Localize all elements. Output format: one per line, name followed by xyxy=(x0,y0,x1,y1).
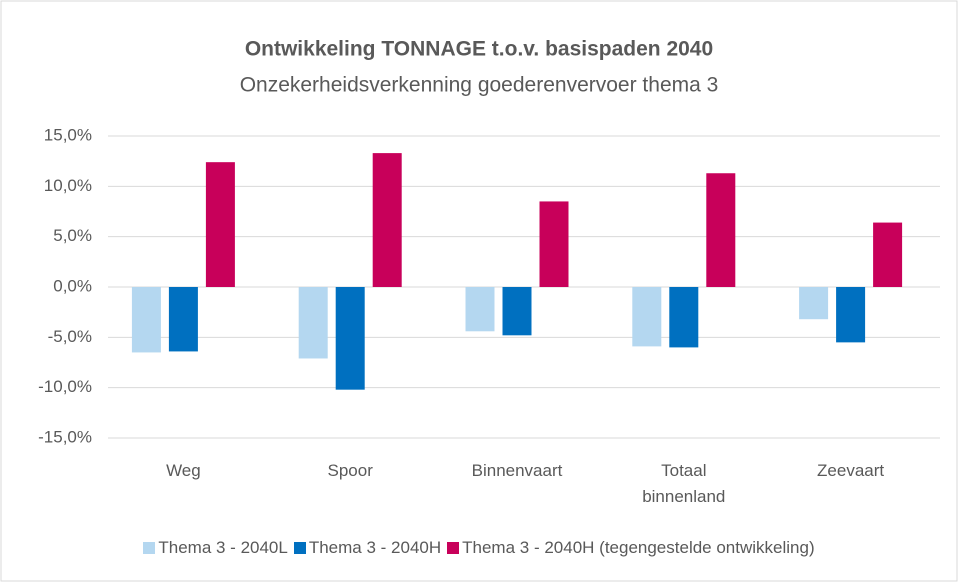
y-tick-label: 10,0% xyxy=(44,176,92,195)
y-tick-label: -15,0% xyxy=(38,427,92,446)
bar xyxy=(131,287,161,353)
x-tick-label: Totaal binnenland xyxy=(642,461,726,506)
legend-swatch xyxy=(143,542,156,554)
bar xyxy=(205,162,235,287)
bar xyxy=(539,201,569,287)
legend-label: Thema 3 - 2040L xyxy=(158,538,288,557)
bar xyxy=(632,287,662,347)
chart-subtitle: Onzekerheidsverkenning goederenvervoer t… xyxy=(240,74,719,97)
x-tick-label: Spoor xyxy=(327,461,373,480)
legend-item: Thema 3 - 2040L xyxy=(143,538,288,558)
x-tick-label: Zeevaart xyxy=(817,461,885,480)
legend-label: Thema 3 - 2040H (tegengestelde ontwikkel… xyxy=(462,538,815,557)
y-tick-label: -10,0% xyxy=(38,377,92,396)
bar xyxy=(298,287,328,359)
legend-item: Thema 3 - 2040H xyxy=(293,538,442,558)
chart-title: Ontwikkeling TONNAGE t.o.v. basispaden 2… xyxy=(245,38,713,61)
legend-item: Thema 3 - 2040H (tegengestelde ontwikkel… xyxy=(447,538,815,558)
x-tick-label: Binnenvaart xyxy=(471,461,563,480)
bar xyxy=(873,222,903,287)
legend: Thema 3 - 2040L Thema 3 - 2040H Thema 3 - … xyxy=(0,538,958,558)
bar xyxy=(372,153,402,287)
legend-swatch xyxy=(447,542,460,554)
legend-label: Thema 3 - 2040H xyxy=(308,538,442,557)
bar xyxy=(836,287,866,343)
legend-swatch xyxy=(293,542,306,554)
bar xyxy=(706,173,736,287)
x-tick-label: Weg xyxy=(166,461,201,480)
bar xyxy=(335,287,365,390)
bar xyxy=(465,287,495,332)
bar xyxy=(502,287,532,336)
bar xyxy=(669,287,699,348)
bar xyxy=(799,287,829,320)
y-tick-label: 5,0% xyxy=(53,226,92,245)
y-tick-label: 15,0% xyxy=(44,125,92,144)
bar xyxy=(168,287,198,352)
y-tick-label: 0,0% xyxy=(53,276,92,295)
y-tick-label: -5,0% xyxy=(48,327,92,346)
